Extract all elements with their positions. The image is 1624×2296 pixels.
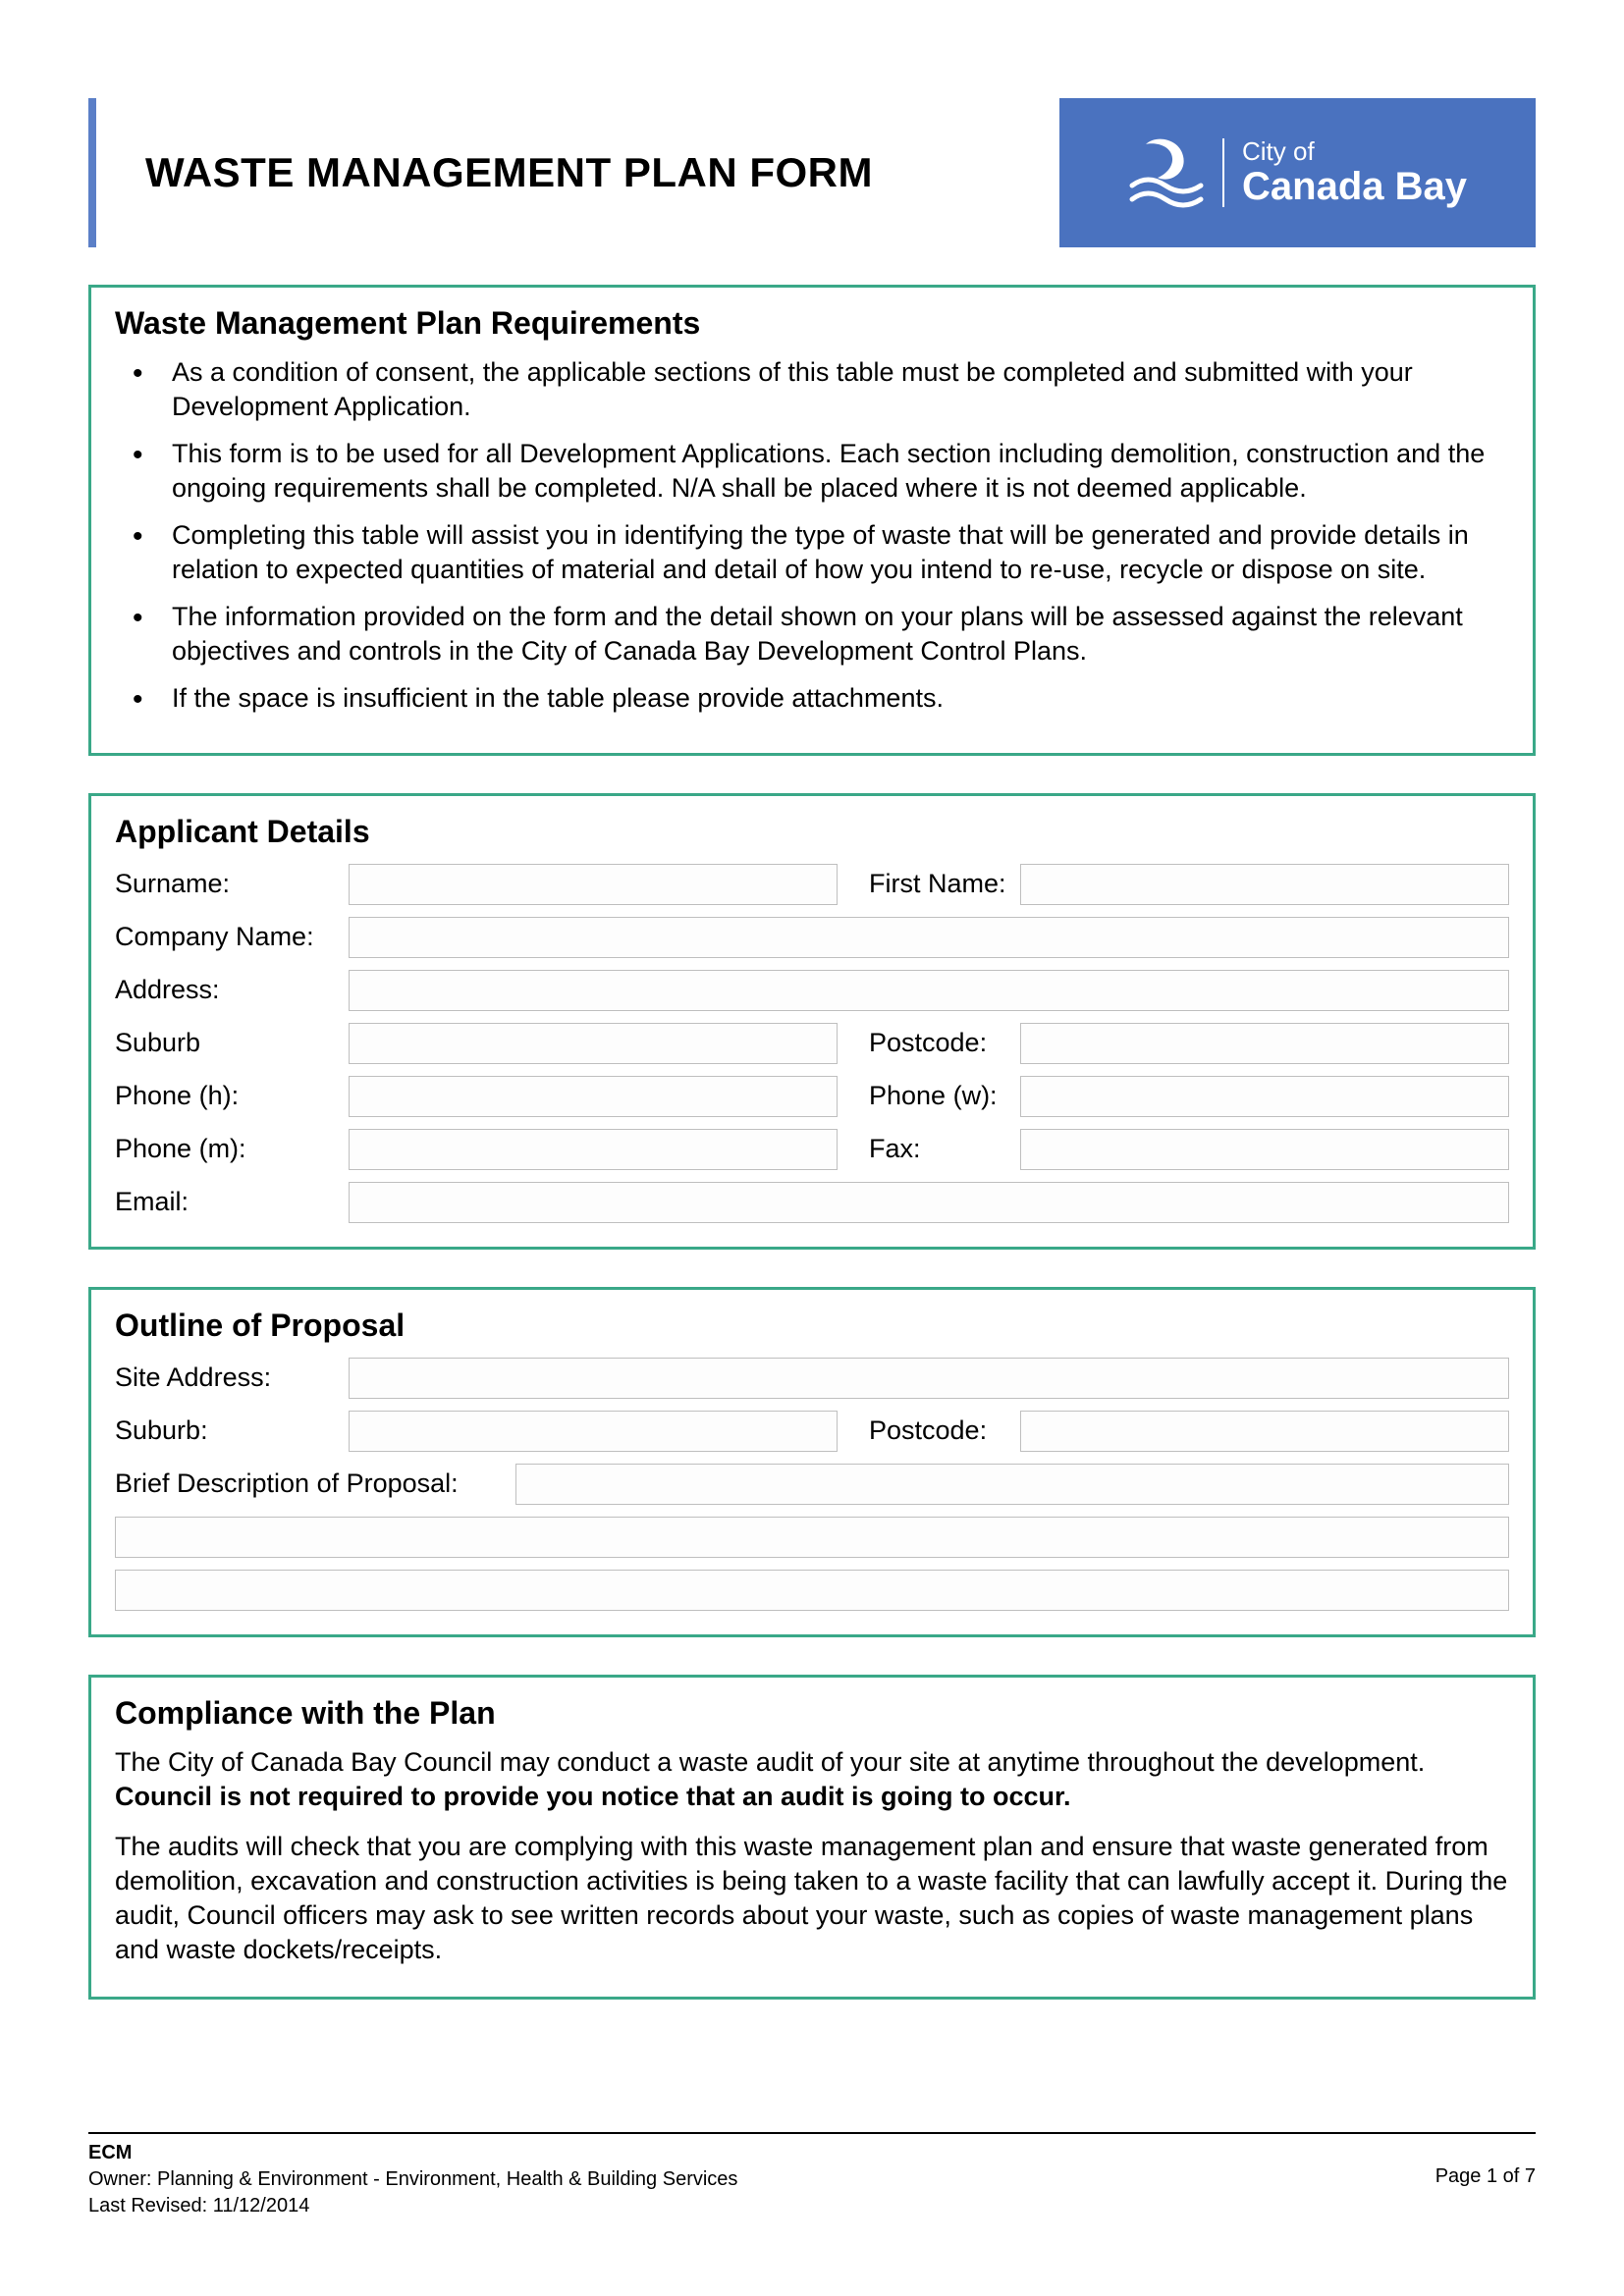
footer-ecm: ECM <box>88 2140 737 2166</box>
form-row: Suburb Postcode: <box>115 1023 1509 1064</box>
list-item: This form is to be used for all Developm… <box>150 437 1509 505</box>
phone-w-input[interactable] <box>1020 1076 1509 1117</box>
form-row: Address: <box>115 970 1509 1011</box>
postcode-label: Postcode: <box>845 1028 1012 1058</box>
form-row: Site Address: <box>115 1358 1509 1399</box>
brief-input[interactable] <box>515 1464 1509 1505</box>
page-title: WASTE MANAGEMENT PLAN FORM <box>145 149 873 196</box>
footer-owner: Owner: Planning & Environment - Environm… <box>88 2166 737 2193</box>
form-row: Company Name: <box>115 917 1509 958</box>
list-item: As a condition of consent, the applicabl… <box>150 355 1509 423</box>
surname-input[interactable] <box>349 864 838 905</box>
address-label: Address: <box>115 975 341 1005</box>
list-item: The information provided on the form and… <box>150 600 1509 667</box>
form-row: Brief Description of Proposal: <box>115 1464 1509 1505</box>
form-row: Phone (h): Phone (w): <box>115 1076 1509 1117</box>
compliance-para1a: The City of Canada Bay Council may condu… <box>115 1747 1425 1777</box>
phone-m-label: Phone (m): <box>115 1134 341 1164</box>
site-address-label: Site Address: <box>115 1362 341 1393</box>
list-item: If the space is insufficient in the tabl… <box>150 681 1509 716</box>
form-row: Suburb: Postcode: <box>115 1411 1509 1452</box>
phone-h-label: Phone (h): <box>115 1081 341 1111</box>
compliance-para1: The City of Canada Bay Council may condu… <box>115 1745 1509 1814</box>
page: WASTE MANAGEMENT PLAN FORM City of Canad… <box>0 0 1624 2000</box>
proposal-section: Outline of Proposal Site Address: Suburb… <box>88 1287 1536 1637</box>
company-input[interactable] <box>349 917 1509 958</box>
proposal-suburb-label: Suburb: <box>115 1415 341 1446</box>
address-input[interactable] <box>349 970 1509 1011</box>
email-label: Email: <box>115 1187 341 1217</box>
suburb-label: Suburb <box>115 1028 341 1058</box>
requirements-section: Waste Management Plan Requirements As a … <box>88 285 1536 756</box>
list-item: Completing this table will assist you in… <box>150 518 1509 586</box>
footer-page: Page 1 of 7 <box>1435 2140 1536 2188</box>
postcode-input[interactable] <box>1020 1023 1509 1064</box>
footer-left: ECM Owner: Planning & Environment - Envi… <box>88 2140 737 2219</box>
footer: ECM Owner: Planning & Environment - Envi… <box>88 2132 1536 2219</box>
brief-line-3[interactable] <box>115 1570 1509 1611</box>
logo-icon <box>1128 136 1205 209</box>
firstname-label: First Name: <box>845 869 1012 899</box>
brief-label: Brief Description of Proposal: <box>115 1468 508 1499</box>
logo-small-text: City of <box>1242 138 1467 165</box>
applicant-title: Applicant Details <box>115 814 1509 850</box>
form-row: Phone (m): Fax: <box>115 1129 1509 1170</box>
email-input[interactable] <box>349 1182 1509 1223</box>
compliance-para2: The audits will check that you are compl… <box>115 1830 1509 1967</box>
logo-big-text: Canada Bay <box>1242 166 1467 207</box>
compliance-section: Compliance with the Plan The City of Can… <box>88 1675 1536 2001</box>
brief-line-2[interactable] <box>115 1517 1509 1558</box>
compliance-para1b: Council is not required to provide you n… <box>115 1782 1071 1811</box>
phone-m-input[interactable] <box>349 1129 838 1170</box>
proposal-postcode-label: Postcode: <box>845 1415 1012 1446</box>
phone-w-label: Phone (w): <box>845 1081 1012 1111</box>
header-bar: WASTE MANAGEMENT PLAN FORM City of Canad… <box>88 98 1536 247</box>
site-address-input[interactable] <box>349 1358 1509 1399</box>
header-title-area: WASTE MANAGEMENT PLAN FORM <box>96 98 1059 247</box>
footer-revised: Last Revised: 11/12/2014 <box>88 2193 737 2219</box>
phone-h-input[interactable] <box>349 1076 838 1117</box>
form-row: Email: <box>115 1182 1509 1223</box>
surname-label: Surname: <box>115 869 341 899</box>
applicant-section: Applicant Details Surname: First Name: C… <box>88 793 1536 1250</box>
fax-label: Fax: <box>845 1134 1012 1164</box>
fax-input[interactable] <box>1020 1129 1509 1170</box>
suburb-input[interactable] <box>349 1023 838 1064</box>
header-logo: City of Canada Bay <box>1059 98 1536 247</box>
requirements-list: As a condition of consent, the applicabl… <box>115 355 1509 716</box>
requirements-title: Waste Management Plan Requirements <box>115 305 1509 342</box>
compliance-title: Compliance with the Plan <box>115 1695 1509 1732</box>
proposal-postcode-input[interactable] <box>1020 1411 1509 1452</box>
logo-text: City of Canada Bay <box>1222 138 1467 206</box>
form-row: Surname: First Name: <box>115 864 1509 905</box>
proposal-suburb-input[interactable] <box>349 1411 838 1452</box>
firstname-input[interactable] <box>1020 864 1509 905</box>
proposal-title: Outline of Proposal <box>115 1308 1509 1344</box>
company-label: Company Name: <box>115 922 341 952</box>
